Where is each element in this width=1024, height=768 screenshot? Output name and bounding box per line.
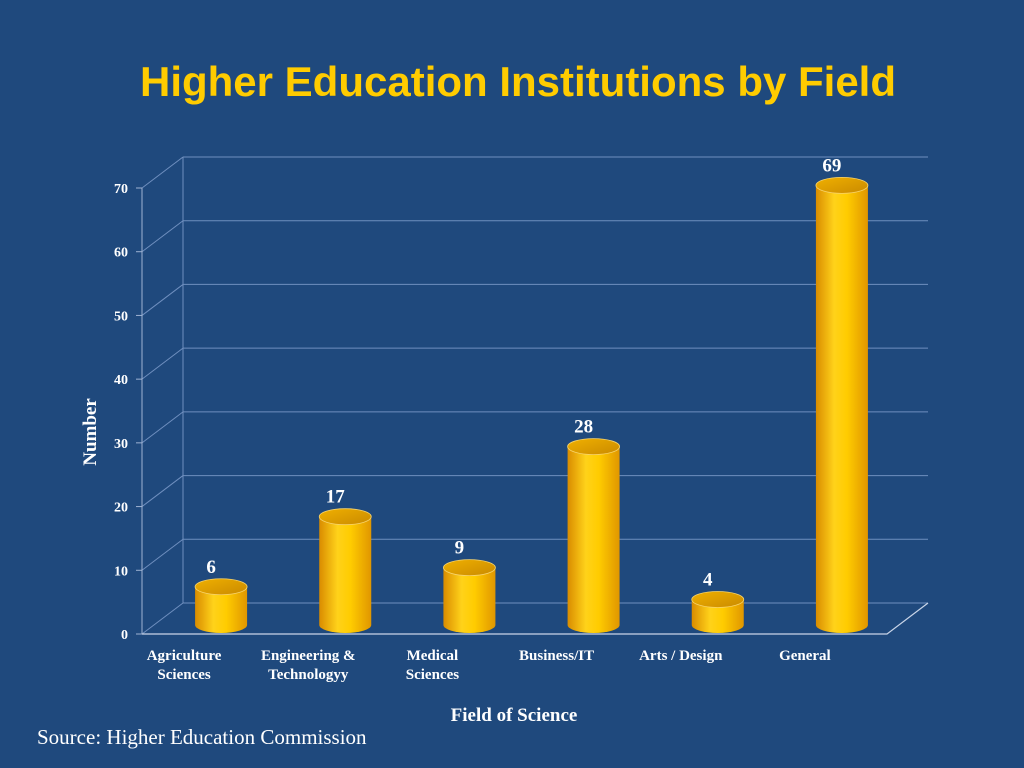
gridline-side: [141, 475, 184, 507]
data-label: 69: [822, 155, 841, 176]
gridline-side: [141, 538, 184, 571]
y-tick-label: 40: [114, 373, 128, 388]
bar: [194, 578, 248, 633]
bar-cap: [194, 578, 248, 596]
bar-body: [691, 599, 744, 633]
bar-cap: [443, 559, 496, 577]
axes: [136, 187, 929, 635]
bar-body: [567, 446, 620, 633]
data-label: 4: [703, 570, 713, 591]
gridline-side: [141, 347, 184, 380]
x-tick-label: Agriculture: [147, 648, 222, 664]
gridline-side: [141, 602, 184, 635]
chart-title: Higher Education Institutions by Field: [139, 58, 897, 105]
x-tick-label: Technologyy: [268, 667, 349, 683]
data-label: 17: [326, 487, 346, 508]
bar-body: [815, 185, 868, 633]
bar-cap: [567, 438, 620, 456]
data-label: 6: [206, 557, 216, 578]
bar: [567, 438, 620, 633]
y-tick-label: 10: [114, 564, 128, 579]
labels: 0 10 20 30 40 50 60 70 6 Agriculture Sciences 17 Eng…: [80, 155, 841, 726]
x-tick-label: Sciences: [157, 667, 210, 683]
grid: [141, 156, 928, 635]
y-axis-title: Number: [80, 398, 101, 466]
data-label: 28: [574, 417, 593, 438]
gridline-side: [141, 411, 184, 444]
bar-body: [443, 567, 496, 633]
bar: [691, 591, 745, 633]
bar: [443, 559, 496, 633]
floor-edge: [142, 602, 929, 635]
bar-cap: [691, 591, 745, 608]
y-tick-label: 50: [114, 309, 128, 324]
x-tick-label: Medical: [407, 648, 459, 664]
bar-cap: [815, 176, 869, 194]
bars: [194, 176, 869, 633]
x-tick-label: General: [779, 648, 831, 664]
data-label: 9: [455, 538, 465, 559]
y-tick-label: 30: [114, 437, 128, 452]
bar-body: [319, 516, 372, 633]
y-tick-label: 60: [114, 246, 128, 261]
gridline-side: [141, 156, 184, 189]
bar-body: [195, 586, 248, 633]
y-tick-label: 0: [121, 628, 128, 643]
y-tick-label: 20: [114, 501, 128, 516]
x-axis-title: Field of Science: [451, 705, 578, 726]
bar: [318, 508, 372, 633]
x-tick-label: Business/IT: [519, 648, 594, 664]
x-tick-label: Engineering &: [261, 648, 356, 664]
x-tick-label: Sciences: [406, 667, 459, 683]
gridline-side: [141, 220, 184, 253]
source-note: Source: Higher Education Commission: [37, 725, 367, 749]
bar-cap: [318, 508, 372, 526]
gridline-side: [141, 284, 184, 316]
bar: [815, 176, 869, 633]
y-tick-label: 70: [114, 182, 128, 197]
x-tick-label: Arts / Design: [639, 648, 723, 664]
